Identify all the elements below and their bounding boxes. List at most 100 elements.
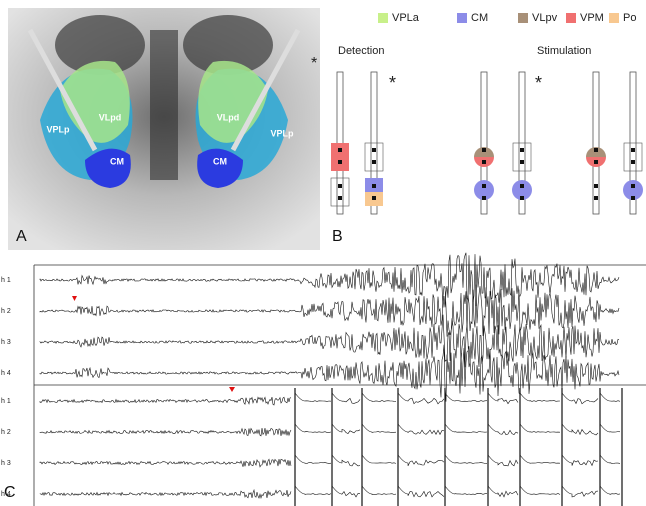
contact — [631, 184, 635, 188]
legend-swatch — [457, 13, 467, 23]
panel-label: B — [332, 228, 343, 245]
eeg-trace — [295, 393, 331, 401]
channel-label: h 1 — [1, 398, 11, 405]
contact — [520, 196, 524, 200]
eeg-trace — [362, 486, 396, 495]
eeg-trace — [398, 393, 444, 404]
eeg-trace — [40, 315, 619, 368]
eeg-trace — [520, 486, 560, 495]
region-label: VPLp — [46, 124, 70, 134]
eeg-trace — [600, 455, 620, 463]
legend-swatch — [378, 13, 388, 23]
legend-label: VLpv — [532, 12, 558, 24]
eeg-trace — [562, 455, 598, 466]
contact — [338, 148, 342, 152]
brain-image: VLpd VPLp CM VLpd VPLp CM * A — [8, 8, 320, 250]
eeg-trace — [295, 424, 331, 432]
asterisk: * — [535, 73, 542, 93]
legend-swatch — [518, 13, 528, 23]
contact — [482, 160, 486, 164]
contact — [482, 148, 486, 152]
contact — [338, 196, 342, 200]
panel-label: A — [16, 228, 27, 245]
region-label: VLpd — [217, 112, 240, 122]
eeg-trace — [600, 424, 620, 432]
eeg-trace — [445, 455, 487, 464]
eeg-trace — [362, 424, 396, 433]
eeg-trace — [445, 393, 487, 401]
contact — [594, 184, 598, 188]
eeg-trace — [520, 424, 560, 432]
eeg-trace — [488, 424, 518, 435]
channel-label: h 4 — [1, 491, 11, 498]
eeg-trace — [600, 486, 620, 494]
eeg-trace — [40, 428, 291, 436]
region-label: CM — [110, 156, 124, 166]
eeg-trace — [562, 393, 598, 404]
asterisk: * — [389, 73, 396, 93]
legend-label: Po — [623, 12, 636, 24]
eeg-trace — [398, 424, 444, 434]
eeg-trace — [40, 253, 619, 308]
legend-swatch — [609, 13, 619, 23]
eeg-trace — [445, 486, 487, 494]
figure: VLpd VPLp CM VLpd VPLp CM * A Detection … — [0, 0, 646, 506]
channel-label: h 2 — [1, 429, 11, 436]
eeg-trace — [520, 455, 560, 463]
electrode — [593, 72, 599, 214]
eeg-trace — [445, 424, 487, 433]
channel-label: h 1 — [1, 277, 11, 284]
section-title: Detection — [338, 45, 384, 57]
eeg-trace — [295, 486, 331, 495]
region-label: VLpd — [99, 112, 122, 122]
contact — [338, 160, 342, 164]
legend-label: CM — [471, 12, 488, 24]
eeg-trace — [600, 393, 620, 401]
eeg-trace — [40, 285, 619, 337]
panel-c: C h 1h 2h 3h 4h 1h 2h 3h 4 — [1, 253, 646, 506]
eeg-trace — [295, 455, 331, 463]
contact-region — [331, 143, 349, 171]
eeg-trace — [488, 393, 518, 404]
asterisk: * — [311, 55, 317, 72]
contact — [631, 160, 635, 164]
eeg-trace — [332, 424, 360, 434]
eeg-trace — [562, 486, 598, 497]
eeg-trace — [398, 455, 444, 466]
contact — [372, 148, 376, 152]
eeg-trace — [332, 486, 360, 497]
contact — [372, 184, 376, 188]
contact — [482, 184, 486, 188]
panel-b: Detection Stimulation * * B VPLa CM VLpv VP… — [331, 12, 643, 245]
eeg-trace — [362, 393, 396, 401]
eeg-trace — [332, 393, 360, 403]
eeg-trace — [40, 490, 291, 498]
contact — [594, 148, 598, 152]
contact — [338, 184, 342, 188]
contact — [372, 196, 376, 200]
channel-label: h 4 — [1, 370, 11, 377]
channel-label: h 3 — [1, 460, 11, 467]
eeg-trace — [398, 486, 444, 497]
eeg-trace — [40, 345, 619, 402]
contact — [520, 160, 524, 164]
contact — [594, 160, 598, 164]
legend-label: VPM — [580, 12, 604, 24]
eeg-trace — [362, 455, 396, 463]
section-title: Stimulation — [537, 45, 591, 57]
region-label: CM — [213, 156, 227, 166]
contact — [594, 196, 598, 200]
eeg-trace — [488, 486, 518, 497]
eeg-trace — [488, 455, 518, 466]
eeg-trace — [520, 393, 560, 401]
contact — [372, 160, 376, 164]
legend-swatch — [566, 13, 576, 23]
eeg-trace — [332, 455, 360, 466]
eeg-trace — [562, 424, 598, 435]
eeg-trace — [40, 459, 291, 467]
contact — [520, 184, 524, 188]
legend-label: VPLa — [392, 12, 420, 24]
channel-label: h 2 — [1, 308, 11, 315]
contact — [631, 196, 635, 200]
eeg-trace — [40, 397, 291, 405]
